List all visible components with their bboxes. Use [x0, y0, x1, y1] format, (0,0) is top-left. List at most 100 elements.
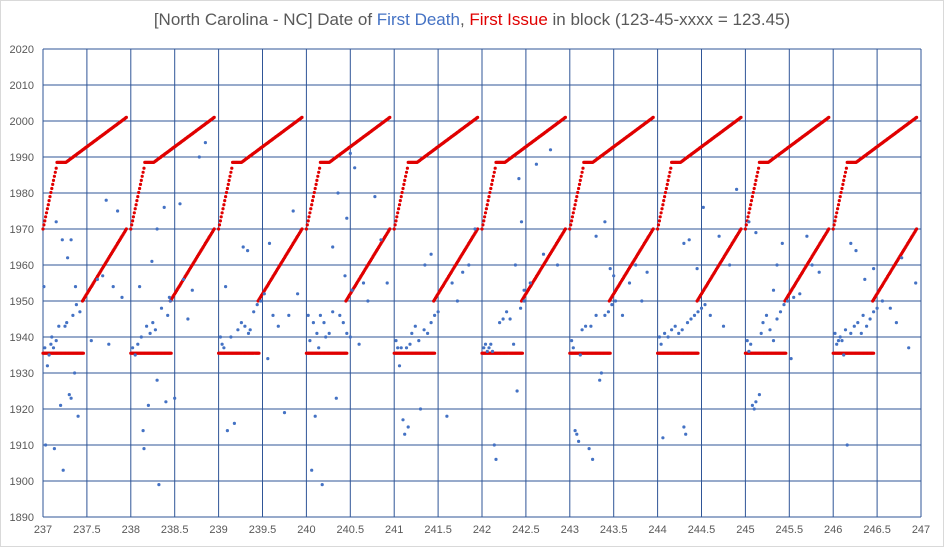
first-death-point [141, 429, 145, 433]
first-issue-point [300, 227, 304, 231]
first-death-point [888, 306, 892, 310]
first-death-point [872, 267, 876, 271]
first-issue-point [563, 227, 568, 231]
first-issue-point [218, 219, 222, 223]
first-death-point [771, 339, 776, 343]
first-death-point [599, 371, 604, 375]
first-issue-point [393, 223, 397, 227]
first-death-point [320, 483, 324, 487]
first-issue-point [483, 211, 488, 215]
first-issue-point [577, 182, 582, 186]
first-death-point [695, 267, 699, 271]
first-issue-point [744, 223, 748, 227]
first-death-point [145, 324, 149, 328]
y-tick-label: 2000 [10, 116, 34, 128]
first-issue-point [398, 199, 402, 203]
first-issue-point [667, 174, 671, 178]
first-issue-point [315, 178, 319, 182]
first-death-point [296, 292, 300, 296]
x-tick-label: 239 [209, 524, 227, 536]
first-issue-point [224, 190, 229, 195]
first-death-point [865, 324, 869, 328]
first-issue-point [668, 170, 672, 174]
first-death-point [167, 295, 171, 299]
first-death-point [95, 277, 99, 281]
first-death-point [248, 328, 252, 332]
first-death-point [436, 310, 440, 314]
first-issue-point [138, 182, 143, 186]
first-death-point [433, 313, 437, 317]
first-death-point [445, 414, 449, 418]
first-death-point [859, 331, 863, 335]
first-issue-point [44, 211, 49, 215]
first-death-point [780, 241, 784, 245]
first-death-point [139, 335, 143, 339]
first-issue-point [46, 203, 50, 207]
first-issue-point [840, 186, 844, 191]
first-issue-point [843, 174, 847, 178]
first-death-point [164, 400, 168, 404]
first-death-point [73, 285, 78, 289]
first-death-point [849, 241, 853, 245]
first-death-point [835, 342, 839, 346]
first-death-point [69, 238, 73, 242]
first-issue-point [222, 203, 226, 207]
first-issue-point [915, 227, 919, 231]
x-tick-label: 242 [473, 524, 491, 536]
first-issue-point [44, 215, 48, 219]
first-death-point [59, 403, 63, 407]
first-issue-point [572, 207, 576, 211]
first-death-point [805, 234, 809, 238]
first-death-point [467, 263, 471, 267]
first-issue-point [45, 207, 50, 211]
first-issue-point [316, 174, 320, 178]
first-death-point [47, 353, 51, 357]
first-issue-point [318, 166, 322, 170]
first-issue-point [388, 227, 392, 231]
first-death-point [519, 306, 523, 310]
first-issue-point [221, 207, 225, 211]
first-death-point [252, 310, 256, 314]
first-death-point [613, 299, 618, 303]
first-death-point [522, 288, 526, 292]
first-death-point [276, 324, 280, 328]
first-issue-point [660, 207, 664, 211]
first-death-point [385, 281, 389, 285]
first-death-point [218, 335, 222, 339]
first-issue-point [662, 199, 666, 203]
first-death-point [397, 364, 402, 368]
first-death-point [45, 364, 50, 368]
first-death-point [577, 439, 581, 443]
y-tick-label: 1900 [10, 476, 34, 488]
first-issue-point [749, 203, 753, 207]
y-tick-label: 1980 [10, 188, 34, 200]
first-death-point [338, 313, 342, 317]
first-issue-point [131, 215, 135, 219]
first-issue-point [129, 227, 133, 231]
first-death-point [594, 313, 598, 317]
first-issue-point [751, 190, 755, 195]
first-death-point [239, 321, 243, 325]
first-death-point [490, 349, 495, 353]
first-death-point [900, 256, 904, 260]
first-death-point [548, 148, 553, 152]
first-issue-point [484, 207, 488, 211]
first-death-point [336, 191, 340, 195]
x-tick-label: 241 [385, 524, 403, 536]
first-issue-point [217, 223, 222, 227]
first-death-point [324, 335, 328, 339]
first-issue-point [756, 170, 760, 174]
first-death-point [162, 205, 166, 209]
first-issue-point [580, 170, 584, 174]
first-death-point [65, 321, 69, 325]
x-tick-label: 247 [912, 524, 930, 536]
first-issue-point [345, 351, 349, 355]
first-death-point [717, 234, 721, 238]
first-death-point [505, 310, 509, 314]
x-tick-label: 241.5 [424, 524, 452, 536]
first-issue-point [313, 186, 317, 191]
first-death-point [589, 324, 593, 328]
first-death-point [76, 414, 80, 418]
first-death-point [591, 457, 595, 461]
